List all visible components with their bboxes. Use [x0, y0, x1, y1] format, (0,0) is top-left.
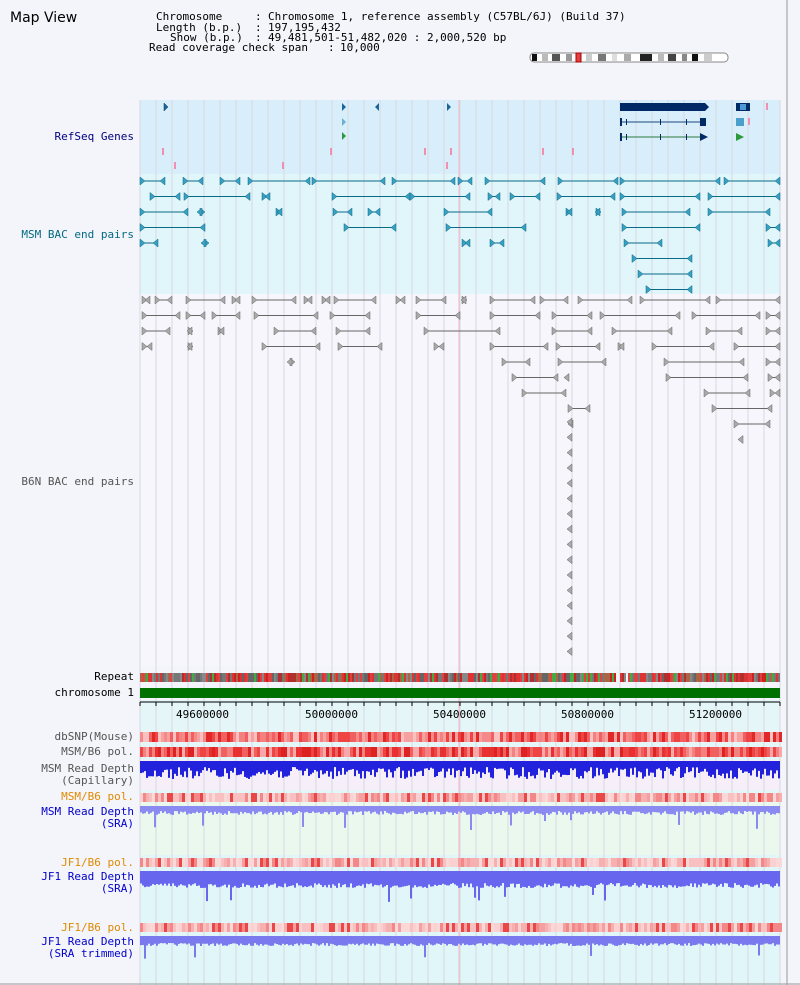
axis-tick-label: 51200000 [689, 708, 742, 721]
jf1-b6-pol-heatmap-2 [140, 923, 782, 932]
chromosome-value: Chromosome 1, reference assembly (C57BL/… [268, 10, 626, 23]
axis-tick-label: 50000000 [305, 708, 358, 721]
length-value: 197,195,432 [268, 21, 341, 34]
position-axis [139, 701, 781, 706]
chromosome-bar [140, 688, 780, 698]
msm-read-depth-sra [140, 806, 780, 830]
msm-b6-pol-heatmap-1 [140, 747, 782, 757]
chromosome-label: Chromosome [156, 10, 223, 23]
dbsnp-label[interactable]: dbSNP(Mouse) [54, 730, 134, 743]
jf1-read-depth-trimmed [140, 936, 780, 959]
jf1-b6-pol-label[interactable]: JF1/B6 pol. [61, 856, 134, 869]
jf1-b6-pol-label-2[interactable]: JF1/B6 pol. [61, 921, 134, 934]
grid-lines [139, 100, 781, 985]
jf1-b6-pol-heatmap-1 [140, 858, 782, 867]
show-value: 49,481,501-51,482,020 : 2,000,520 bp [268, 31, 507, 44]
refseq-genes[interactable] [162, 102, 768, 169]
colon: : [255, 31, 262, 44]
msm-read-depth-sra-label[interactable]: MSM Read Depth [41, 805, 134, 818]
dbsnp-heatmap [140, 732, 782, 742]
colon: : [255, 21, 262, 34]
msm-b6-pol-label[interactable]: MSM/B6 pol. [61, 745, 134, 758]
axis-tick-label: 50800000 [561, 708, 614, 721]
msm-read-depth-capillary-sub-label: (Capillary) [61, 774, 134, 787]
coverage-value: 10,000 [340, 41, 380, 54]
repeat-label: Repeat [94, 670, 134, 683]
jf1-read-depth-sra-sub-label: (SRA) [100, 882, 134, 895]
msm-read-depth-capillary-label[interactable]: MSM Read Depth [41, 762, 134, 775]
coverage-label: Read coverage check span [149, 41, 308, 54]
chromosome-ideogram[interactable] [528, 52, 730, 64]
colon: : [255, 10, 262, 23]
b6n-bac-label[interactable]: B6N BAC end pairs [21, 475, 134, 488]
chromosome-label: chromosome 1 [54, 686, 134, 699]
jf1-read-depth-sra-label[interactable]: JF1 Read Depth [41, 870, 134, 883]
msm-bac-label[interactable]: MSM BAC end pairs [21, 228, 134, 241]
jf1-read-depth-trimmed-label[interactable]: JF1 Read Depth [41, 935, 134, 948]
msm-b6-pol-heatmap-2 [140, 793, 782, 802]
b6n-bac-pairs[interactable] [141, 295, 781, 657]
axis-tick-label: 50400000 [433, 708, 486, 721]
colon: : [328, 41, 335, 54]
axis-tick-label: 49600000 [176, 708, 229, 721]
refseq-genes-label[interactable]: RefSeq Genes [54, 130, 134, 143]
msm-read-depth-sra-sub-label: (SRA) [100, 817, 134, 830]
jf1-read-depth-sra [140, 871, 780, 902]
jf1-read-depth-trimmed-sub-label: (SRA trimmed) [47, 947, 134, 960]
msm-bac-pairs[interactable] [139, 176, 781, 295]
length-label: Length (b.p.) [156, 21, 243, 34]
msm-b6-pol-label-2[interactable]: MSM/B6 pol. [61, 790, 134, 803]
repeat-track [140, 673, 780, 682]
msm-read-depth-capillary [140, 761, 780, 779]
show-label: Show (b.p.) [170, 31, 243, 44]
map-title: Map View [10, 10, 78, 26]
